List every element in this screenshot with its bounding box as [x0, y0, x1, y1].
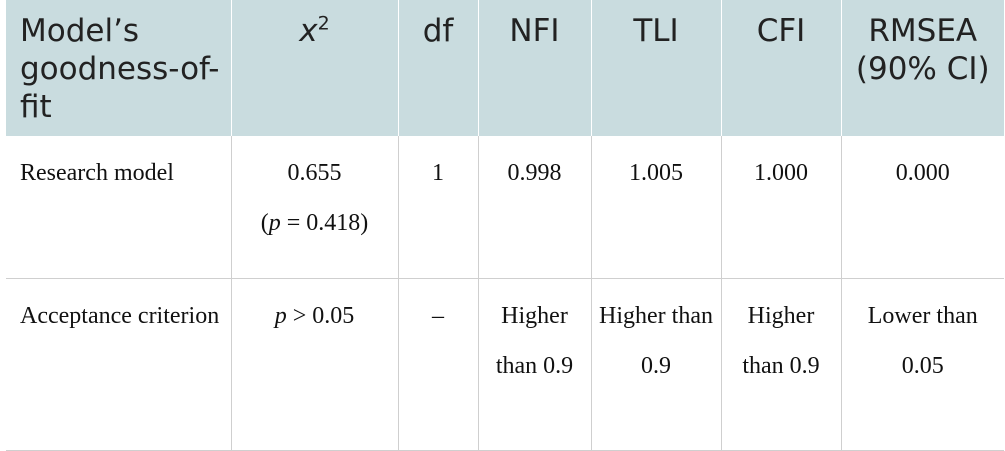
cell-label: Research model: [6, 136, 231, 279]
cell-cfi: 1.000: [720, 136, 841, 279]
chi-symbol: x: [299, 13, 318, 49]
cell-df: 1: [397, 136, 478, 279]
header-tli: TLI: [590, 0, 721, 136]
p-symbol: p: [274, 302, 287, 329]
cell-df: –: [397, 278, 478, 451]
cell-rmsea: 0.000: [840, 136, 1004, 279]
chi-p-rest: = 0.418): [280, 210, 369, 236]
table-row-research-model: Research model 0.655 (p = 0.418) 1 0.998…: [6, 136, 1004, 279]
table-header: Model’s goodness-of-fit x2 df NFI TLI CF…: [6, 0, 1004, 136]
cell-chi-square: 0.655 (p = 0.418): [230, 136, 398, 279]
cell-nfi: 0.998: [477, 136, 591, 279]
table-body: Research model 0.655 (p = 0.418) 1 0.998…: [6, 136, 1004, 451]
header-cfi: CFI: [720, 0, 841, 136]
chi-value: 0.655: [287, 160, 342, 186]
chi-superscript: 2: [317, 12, 330, 35]
header-model-fit: Model’s goodness-of-fit: [6, 0, 231, 136]
cell-chi-square: p > 0.05: [230, 278, 398, 451]
cell-tli: 1.005: [590, 136, 721, 279]
header-rmsea: RMSEA (90% CI): [840, 0, 1004, 136]
goodness-of-fit-table: Model’s goodness-of-fit x2 df NFI TLI CF…: [6, 0, 1004, 451]
chi-p-open: (: [260, 210, 269, 236]
cell-tli: Higher than 0.9: [590, 278, 721, 451]
chi-criterion-rest: > 0.05: [286, 302, 355, 329]
p-symbol: p: [268, 210, 281, 236]
header-row: Model’s goodness-of-fit x2 df NFI TLI CF…: [6, 0, 1004, 136]
header-df: df: [397, 0, 478, 136]
cell-cfi: Higher than 0.9: [720, 278, 841, 451]
table-row-acceptance-criterion: Acceptance criterion p > 0.05 – Higher t…: [6, 278, 1004, 451]
cell-nfi: Higher than 0.9: [477, 278, 591, 451]
cell-rmsea: Lower than 0.05: [840, 278, 1004, 451]
header-nfi: NFI: [477, 0, 591, 136]
chi-p-value: (p = 0.418): [238, 198, 392, 248]
cell-label: Acceptance criterion: [6, 278, 231, 451]
header-chi-square: x2: [230, 0, 398, 136]
